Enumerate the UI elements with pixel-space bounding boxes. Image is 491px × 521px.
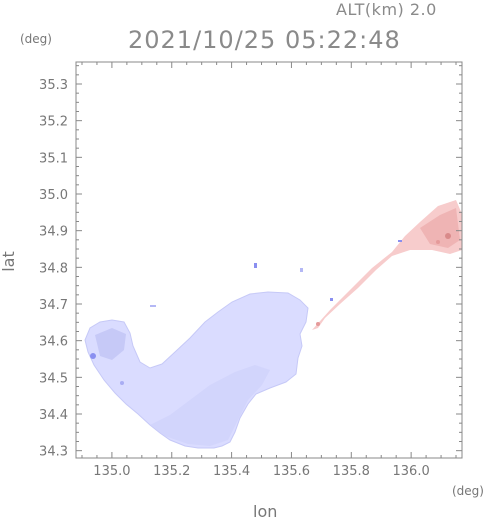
x-tick-label: 135.2 <box>153 464 190 479</box>
y-tick-label: 34.7 <box>39 298 68 313</box>
y-tick-label: 34.5 <box>39 371 68 386</box>
x-tick-label: 135.6 <box>273 464 310 479</box>
x-tick-label: 135.4 <box>213 464 250 479</box>
y-tick-label: 34.3 <box>39 445 68 460</box>
data-field-plume <box>312 200 462 330</box>
y-tick-label: 35.0 <box>39 188 68 203</box>
x-axis-unit: (deg) <box>452 484 484 498</box>
x-tick-label: 135.8 <box>333 464 370 479</box>
x-ticks: 135.0 135.2 135.4 135.6 135.8 136.0 <box>81 62 457 479</box>
y-tick-label: 35.1 <box>39 151 68 166</box>
data-field-blue <box>84 263 309 449</box>
y-tick-label: 34.9 <box>39 225 68 240</box>
y-tick-label: 34.6 <box>39 335 68 350</box>
y-tick-label: 35.2 <box>39 115 68 130</box>
y-tick-label: 35.3 <box>39 78 68 93</box>
x-axis-label: lon <box>253 502 278 521</box>
plot-frame <box>75 61 463 459</box>
timestamp: 2021/10/25 05:22:48 <box>128 26 401 54</box>
y-tick-label: 34.8 <box>39 261 68 276</box>
altitude-label: ALT(km) 2.0 <box>336 0 437 19</box>
y-ticks: 35.3 35.2 35.1 35.0 34.9 34.8 34.7 34.6 34.5 34.4… <box>39 65 462 460</box>
y-tick-label: 34.4 <box>39 408 68 423</box>
x-tick-label: 135.0 <box>93 464 130 479</box>
x-tick-label: 136.0 <box>393 464 430 479</box>
y-axis-unit: (deg) <box>20 32 52 46</box>
